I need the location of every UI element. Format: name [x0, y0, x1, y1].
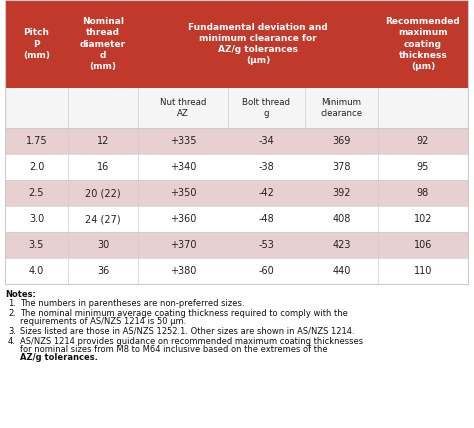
- Text: Nominal
thread
diameter
d
(mm): Nominal thread diameter d (mm): [80, 17, 126, 71]
- Text: 20 (22): 20 (22): [85, 188, 121, 198]
- Text: Nut thread
AZ: Nut thread AZ: [160, 98, 206, 118]
- Text: 92: 92: [417, 136, 429, 146]
- Text: 1.75: 1.75: [26, 136, 47, 146]
- Text: +380: +380: [170, 266, 196, 276]
- Text: 30: 30: [97, 240, 109, 250]
- Text: 392: 392: [332, 188, 351, 198]
- Text: 4.: 4.: [8, 336, 16, 345]
- Bar: [5, 180, 468, 206]
- Text: +350: +350: [170, 188, 196, 198]
- Text: 16: 16: [97, 162, 109, 172]
- Text: Sizes listed are those in AS/NZS 1252.1. Other sizes are shown in AS/NZS 1214.: Sizes listed are those in AS/NZS 1252.1.…: [20, 327, 355, 336]
- Bar: [5, 128, 468, 154]
- Text: 408: 408: [332, 214, 351, 224]
- Text: for nominal sizes from M8 to M64 inclusive based on the extremes of the: for nominal sizes from M8 to M64 inclusi…: [20, 345, 328, 354]
- Text: +335: +335: [170, 136, 196, 146]
- Text: -38: -38: [259, 162, 274, 172]
- Text: 378: 378: [332, 162, 351, 172]
- Text: -42: -42: [258, 188, 274, 198]
- Text: 24 (27): 24 (27): [85, 214, 121, 224]
- Text: +370: +370: [170, 240, 196, 250]
- Text: requirements of AS/NZS 1214 is 50 μm.: requirements of AS/NZS 1214 is 50 μm.: [20, 318, 186, 327]
- Text: -53: -53: [258, 240, 274, 250]
- Bar: [5, 88, 468, 128]
- Text: The numbers in parentheses are non-preferred sizes.: The numbers in parentheses are non-prefe…: [20, 300, 245, 309]
- Text: 2.5: 2.5: [29, 188, 44, 198]
- Text: Pitch
P
(mm): Pitch P (mm): [23, 28, 50, 59]
- Text: Bolt thread
g: Bolt thread g: [243, 98, 291, 118]
- Text: 2.0: 2.0: [29, 162, 44, 172]
- Text: -34: -34: [259, 136, 274, 146]
- Text: 110: 110: [414, 266, 432, 276]
- Text: Minimum
clearance: Minimum clearance: [320, 98, 363, 118]
- Text: 95: 95: [417, 162, 429, 172]
- Bar: [5, 0, 468, 88]
- Text: 3.: 3.: [8, 327, 16, 336]
- Text: 106: 106: [414, 240, 432, 250]
- Text: 12: 12: [97, 136, 109, 146]
- Text: AS/NZS 1214 provides guidance on recommended maximum coating thicknesses: AS/NZS 1214 provides guidance on recomme…: [20, 336, 363, 345]
- Text: 2.: 2.: [8, 309, 16, 318]
- Text: AZ/g tolerances.: AZ/g tolerances.: [20, 354, 98, 363]
- Text: The nominal minimum average coating thickness required to comply with the: The nominal minimum average coating thic…: [20, 309, 348, 318]
- Text: +360: +360: [170, 214, 196, 224]
- Text: 4.0: 4.0: [29, 266, 44, 276]
- Text: 423: 423: [332, 240, 351, 250]
- Bar: [5, 232, 468, 258]
- Text: +340: +340: [170, 162, 196, 172]
- Bar: [5, 258, 468, 284]
- Text: 36: 36: [97, 266, 109, 276]
- Bar: [5, 206, 468, 232]
- Text: 440: 440: [332, 266, 351, 276]
- Text: 1.: 1.: [8, 300, 16, 309]
- Text: 3.0: 3.0: [29, 214, 44, 224]
- Text: Fundamental deviation and
minimum clearance for
AZ/g tolerances
(μm): Fundamental deviation and minimum cleara…: [188, 23, 328, 65]
- Text: 102: 102: [414, 214, 432, 224]
- Bar: [5, 154, 468, 180]
- Text: Notes:: Notes:: [5, 290, 36, 299]
- Text: -60: -60: [259, 266, 274, 276]
- Text: Recommended
maximum
coating
thickness
(μm): Recommended maximum coating thickness (μ…: [386, 17, 460, 71]
- Text: -48: -48: [259, 214, 274, 224]
- Text: 98: 98: [417, 188, 429, 198]
- Text: 369: 369: [332, 136, 351, 146]
- Text: 3.5: 3.5: [29, 240, 44, 250]
